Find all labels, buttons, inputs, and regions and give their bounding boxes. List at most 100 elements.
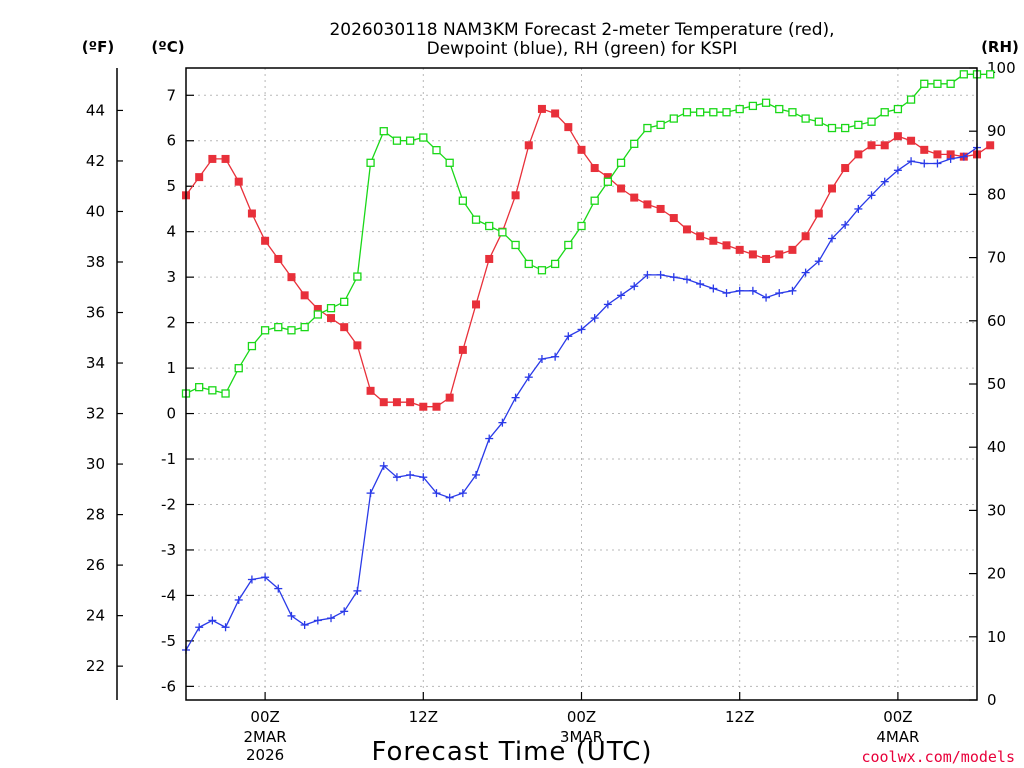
rh-point [247, 341, 257, 351]
temperature-point [195, 173, 204, 182]
rh-point [590, 196, 599, 205]
series-layer [181, 70, 995, 654]
fahrenheit-tick-label: 40 [86, 202, 105, 220]
fahrenheit-tick-label: 32 [86, 405, 105, 423]
temperature-point [445, 393, 454, 402]
temperature-point [986, 141, 995, 150]
rh-point [432, 146, 441, 155]
rh-point [920, 79, 929, 88]
celsius-tick-label: -2 [161, 495, 176, 513]
temperature-point [379, 398, 388, 407]
x-tick-date-label: 3MAR [560, 728, 603, 746]
temperature-point [722, 241, 731, 250]
chart-title-line1: 2026030118 NAM3KM Forecast 2-meter Tempe… [329, 20, 834, 40]
rh-point [260, 326, 270, 335]
temperature-point [656, 204, 665, 213]
dewpoint-point [748, 286, 757, 295]
rh-point [537, 266, 547, 275]
celsius-tick-label: 7 [166, 86, 176, 104]
rh-point [445, 158, 454, 167]
fahrenheit-unit-label: (ºF) [82, 38, 114, 56]
dewpoint-point [564, 332, 573, 341]
rh-point [801, 114, 810, 123]
fahrenheit-tick-label: 28 [86, 506, 105, 524]
rh-tick-label: 60 [987, 312, 1006, 330]
rh-point [933, 79, 942, 88]
dewpoint-point [340, 607, 349, 616]
rh-point [761, 98, 771, 107]
dewpoint-point [498, 418, 507, 427]
grid-lines [186, 68, 977, 700]
temperature-point [827, 184, 836, 193]
rh-point [656, 120, 665, 130]
celsius-tick-label: 0 [166, 405, 176, 423]
rh-point [867, 117, 876, 126]
dewpoint-point [208, 616, 217, 625]
x-tick-date-label: 2MAR [244, 728, 287, 746]
rh-point [682, 108, 692, 117]
celsius-tick-label: 6 [166, 132, 176, 150]
celsius-unit-label: (ºC) [151, 38, 184, 56]
temperature-point [801, 232, 810, 241]
temperature-point [274, 254, 283, 263]
temperature-point [643, 200, 652, 209]
dewpoint-point [234, 595, 243, 604]
rh-point [880, 108, 889, 117]
temperature-point [907, 136, 916, 145]
dewpoint-point [682, 275, 691, 284]
rh-point [392, 136, 402, 145]
rh-point [498, 228, 507, 237]
rh-point [603, 177, 613, 186]
rh-point [709, 108, 718, 117]
dewpoint-point [392, 473, 401, 482]
rh-point [221, 389, 230, 398]
dewpoint-point [379, 461, 388, 470]
rh-tick-label: 90 [987, 122, 1006, 140]
rh-tick-label: 30 [987, 501, 1006, 519]
dewpoint-point [472, 470, 481, 479]
dewpoint-point [603, 300, 612, 309]
temperature-point [208, 154, 217, 163]
temperature-point [841, 164, 850, 173]
temperature-point [247, 209, 256, 218]
rh-point [643, 123, 652, 133]
rh-point [577, 221, 586, 231]
celsius-tick-label: -6 [161, 677, 176, 695]
temperature-point [669, 214, 678, 223]
rh-tick-label: 0 [987, 691, 997, 709]
x-axis-title: Forecast Time (UTC) [371, 737, 652, 767]
rh-point [841, 123, 850, 133]
temperature-point [537, 104, 546, 113]
dewpoint-point [221, 623, 230, 632]
temperature-point [287, 273, 296, 282]
temperature-point [854, 150, 863, 159]
rh-point [485, 221, 494, 231]
rh-point [340, 297, 349, 306]
celsius-tick-label: 1 [166, 359, 176, 377]
rh-point [471, 215, 481, 224]
x-tick-label: 00Z [250, 708, 279, 726]
temperature-point [577, 145, 586, 154]
dewpoint-point [458, 489, 467, 498]
dewpoint-point [893, 166, 902, 175]
dewpoint-point [959, 152, 968, 161]
dewpoint-point [841, 220, 850, 229]
temperature-point [590, 164, 599, 173]
dewpoint-point [920, 159, 929, 168]
dewpoint-point [946, 154, 955, 163]
temperature-point [406, 398, 415, 407]
dewpoint-point [274, 584, 283, 593]
dewpoint-point [366, 489, 375, 498]
dewpoint-point [590, 314, 599, 323]
x-tick-year-label: 2026 [246, 746, 284, 764]
dewpoint-point [643, 270, 652, 279]
dewpoint-point [696, 279, 705, 288]
rh-point [550, 259, 560, 269]
rh-point [366, 158, 375, 167]
axes: -6-5-4-3-2-10123456722242628303234363840… [86, 59, 1016, 764]
fahrenheit-tick-label: 42 [86, 152, 105, 170]
temperature-point [366, 386, 375, 395]
dewpoint-point [617, 291, 626, 300]
temperature-point [735, 245, 744, 254]
rh-unit-label: (RH) [981, 38, 1019, 56]
